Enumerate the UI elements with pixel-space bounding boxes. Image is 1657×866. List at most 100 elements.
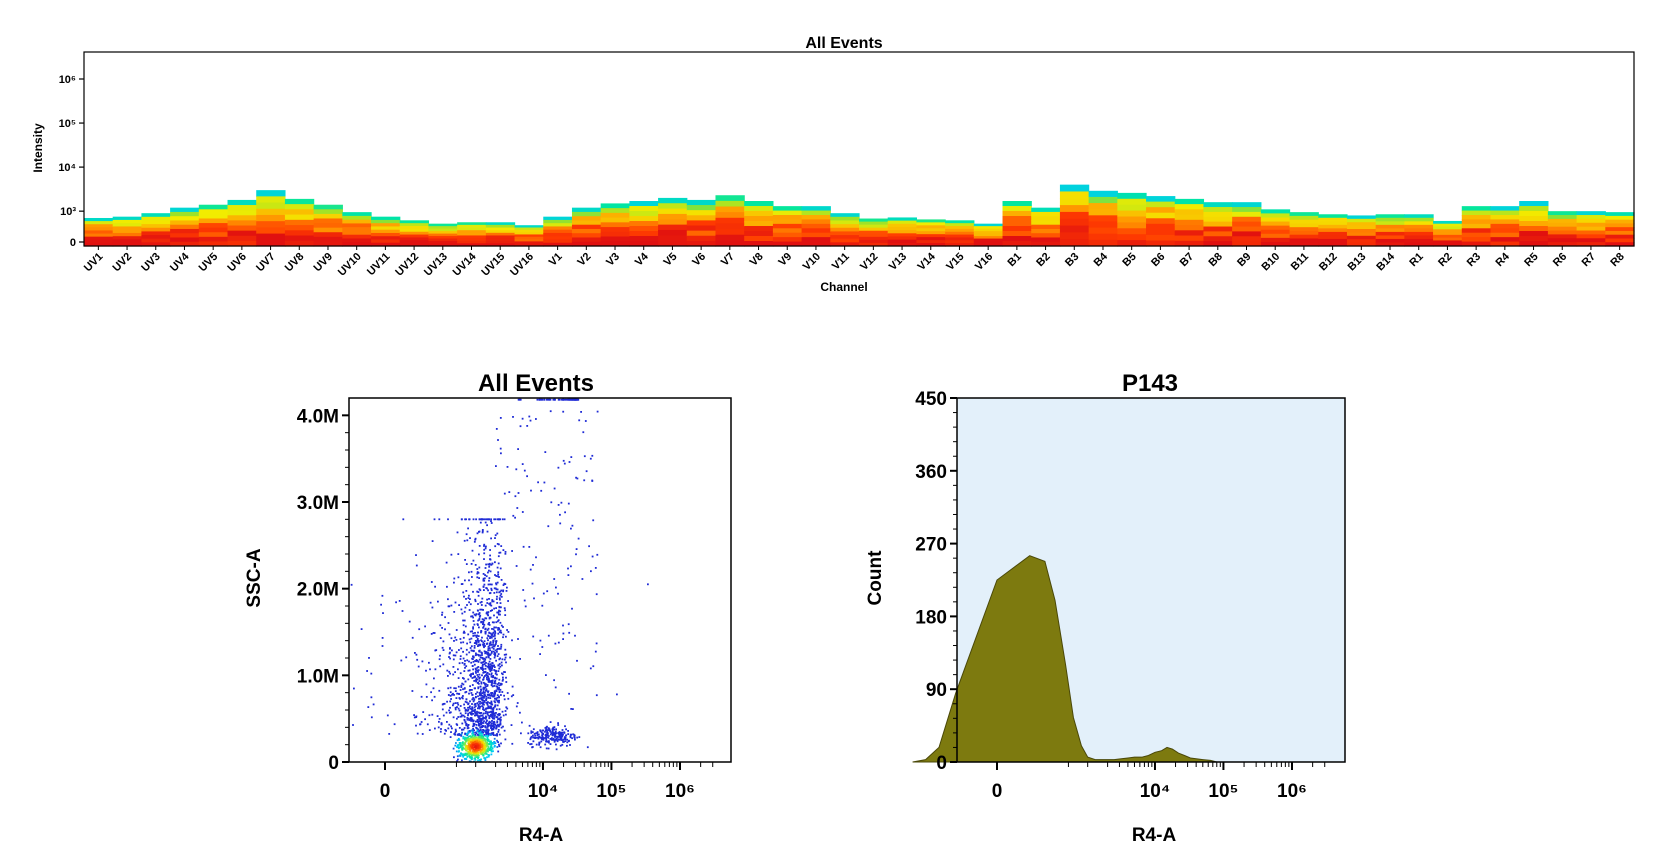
dot-plot-event (479, 726, 482, 729)
dot-plot-event (486, 684, 489, 686)
dot-plot-event (473, 540, 476, 543)
dot-plot-event (490, 563, 493, 566)
heatmap-cell (141, 235, 171, 240)
heatmap-x-tick-label: UV15 (479, 251, 507, 279)
dot-plot-event (490, 587, 493, 590)
heatmap-cell (801, 219, 831, 225)
heatmap-cell (1346, 229, 1377, 234)
dot-plot-event (429, 601, 432, 604)
histogram-x-tick-label: 10⁶ (1277, 781, 1307, 802)
heatmap-cell (1433, 237, 1463, 242)
heatmap-cell (1519, 236, 1549, 242)
dot-plot-event (564, 511, 566, 514)
dot-plot-event (537, 481, 539, 484)
dot-plot-event (463, 703, 465, 706)
dot-plot-event (560, 731, 563, 734)
dot-plot-event (466, 717, 469, 719)
dot-plot-event (482, 668, 485, 670)
heatmap-cell (284, 198, 315, 205)
dot-plot-event (528, 724, 531, 727)
heatmap-cell (1146, 240, 1176, 247)
heatmap-cell (428, 233, 458, 237)
dot-plot-event (488, 577, 491, 579)
dot-plot-event (557, 466, 560, 469)
dot-plot-event (496, 650, 498, 653)
heatmap-cell (801, 241, 831, 247)
dot-plot-event (568, 692, 570, 695)
dot-plot-event (552, 398, 555, 401)
dot-plot-event (460, 647, 463, 650)
dot-plot-event (492, 664, 494, 667)
dot-plot-event (567, 574, 570, 576)
dot-plot-event (472, 590, 474, 593)
dot-plot-event (487, 732, 490, 735)
dot-plot-event (463, 743, 466, 745)
dot-plot-event (449, 706, 451, 709)
heatmap-cell (830, 224, 860, 229)
heatmap-cell (1031, 211, 1061, 217)
dot-plot-event (499, 594, 502, 597)
dot-plot-event (493, 664, 495, 667)
dot-plot-event (490, 745, 493, 748)
dot-plot-event (478, 698, 480, 700)
heatmap-cell (1088, 209, 1118, 216)
dot-plot-event (530, 489, 532, 492)
dot-plot-event (484, 547, 487, 550)
heatmap-cell (1433, 220, 1463, 225)
dot-plot-event (485, 575, 488, 578)
dot-plot-event (474, 537, 477, 540)
dot-plot-event (491, 742, 494, 744)
dot-plot-event (487, 627, 490, 630)
heatmap-cell (1404, 224, 1434, 229)
dot-plot-event (496, 721, 499, 724)
dot-plot-event (478, 771, 480, 773)
dot-plot-event (565, 728, 567, 731)
dot-plot-event (494, 643, 497, 645)
dot-plot-event (484, 670, 487, 673)
dot-plot-event (479, 643, 482, 646)
dot-plot-event (487, 740, 490, 742)
heatmap-cell (945, 234, 975, 239)
dot-plot-event (475, 746, 478, 749)
heatmap-cell (342, 238, 372, 243)
dot-plot-event (555, 738, 558, 740)
heatmap-column-uv6 (227, 199, 257, 247)
heatmap-cell (1519, 226, 1549, 232)
heatmap-cell (371, 239, 401, 244)
dot-plot-event (415, 554, 417, 556)
dot-plot-event (493, 700, 496, 703)
dot-plot-event (527, 742, 529, 744)
dot-plot-event (480, 601, 483, 603)
dot-plot-event (441, 614, 443, 616)
dot-plot-event (570, 565, 572, 568)
dot-plot-event (555, 732, 558, 735)
dot-plot-event (647, 583, 649, 586)
heatmap-cell (658, 213, 688, 220)
dot-plot-event (474, 660, 476, 662)
dot-plot-event (428, 661, 430, 664)
heatmap-cell (686, 230, 717, 237)
dot-plot-event (483, 623, 486, 626)
dot-plot-event (464, 736, 466, 739)
dot-plot-event (531, 746, 534, 748)
dot-plot-event (554, 642, 557, 645)
dot-plot-event (480, 630, 483, 632)
histogram-title: P143 (1122, 370, 1178, 397)
dot-plot-event (479, 589, 482, 592)
dot-plot-y-tick-label: 3.0M (297, 493, 339, 514)
dot-plot-event (567, 398, 570, 401)
dot-plot-event (493, 666, 496, 668)
dot-plot-event (469, 685, 471, 688)
dot-plot-event (461, 754, 464, 757)
dot-plot-event (591, 479, 594, 482)
heatmap-x-tick-label: R7 (1580, 251, 1598, 269)
heatmap-cell (1490, 228, 1520, 234)
heatmap-cell (1174, 225, 1205, 231)
dot-plot-event (480, 604, 483, 606)
dot-plot-event (472, 739, 475, 742)
heatmap-cell (1260, 213, 1291, 219)
dot-plot-event (447, 675, 449, 677)
dot-plot-event (517, 638, 519, 640)
dot-plot-event (415, 716, 417, 718)
